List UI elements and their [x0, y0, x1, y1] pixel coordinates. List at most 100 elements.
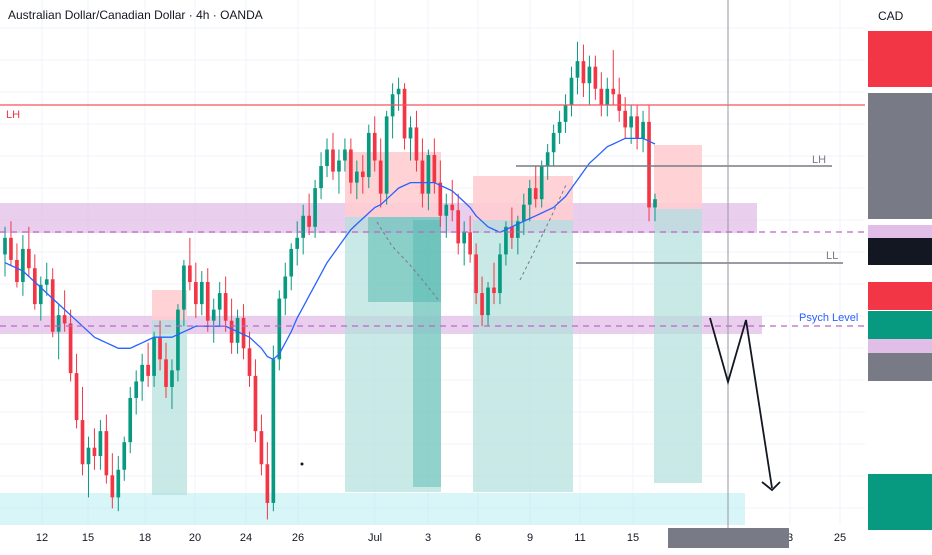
time-tick: 6 — [475, 532, 481, 544]
candle-body — [474, 254, 478, 294]
candle-body — [50, 279, 55, 332]
candle-body — [9, 237, 13, 260]
candle-body — [164, 359, 168, 387]
candle-body — [378, 160, 383, 194]
candle-body — [116, 469, 121, 498]
candle-body — [569, 77, 574, 106]
candle-body — [265, 464, 270, 503]
candle-body — [205, 282, 210, 321]
candle-body — [563, 105, 568, 122]
candles — [3, 41, 657, 520]
candle-body — [468, 232, 472, 255]
candle-body — [182, 265, 186, 310]
candle-body — [408, 127, 413, 139]
candle-body — [480, 293, 484, 316]
candle-body — [301, 215, 305, 238]
moving-average — [4, 137, 656, 361]
price-label-bg — [868, 516, 932, 530]
candle-body — [122, 442, 127, 470]
price-axis-bg — [866, 0, 932, 550]
candle-body — [259, 431, 264, 465]
candle-body — [313, 188, 317, 227]
candle-body — [551, 132, 556, 153]
time-tick: 26 — [292, 532, 304, 544]
candle-body — [38, 284, 43, 305]
candle-body — [617, 94, 622, 111]
candle-body — [32, 268, 37, 305]
candle-body — [188, 265, 192, 283]
candle-body — [86, 447, 91, 465]
price-label-bg — [868, 367, 932, 381]
candle-body — [319, 166, 323, 189]
candle-body — [325, 149, 329, 167]
candle-body — [414, 127, 419, 161]
lh-left-label: LH — [6, 109, 20, 121]
candle-body — [92, 447, 97, 456]
candle-body — [426, 155, 431, 194]
candle-body — [80, 420, 85, 465]
sl-zone — [345, 152, 441, 217]
candle-body — [74, 373, 79, 421]
candle-body — [623, 110, 628, 128]
price-label-bg — [868, 149, 932, 163]
psych-level-label: Psych Level — [799, 312, 858, 324]
candle-body — [68, 323, 73, 374]
zones — [0, 145, 762, 525]
candle-body — [360, 171, 365, 178]
candle-body — [349, 149, 353, 183]
candle-body — [110, 475, 115, 498]
time-tick: 25 — [834, 532, 846, 544]
candle-body — [635, 116, 639, 139]
candle-body — [456, 210, 461, 244]
candle-body — [599, 88, 604, 106]
price-label-bg — [868, 296, 932, 310]
price-label-bg — [868, 93, 932, 107]
price-label-bg — [868, 282, 932, 296]
sl-zone — [152, 290, 187, 320]
candle-body — [462, 232, 467, 244]
candle-body — [402, 88, 407, 139]
candle-body — [337, 160, 341, 172]
candle-body — [557, 121, 562, 133]
candle-body — [289, 248, 294, 277]
currency-label[interactable]: CAD — [878, 9, 904, 23]
candle-body — [98, 431, 103, 456]
price-label-bg — [868, 31, 932, 45]
price-label-bg — [868, 238, 932, 252]
candle-body — [641, 121, 645, 139]
candle-body — [545, 152, 550, 167]
candle-body — [355, 171, 359, 183]
candle-body — [372, 132, 377, 161]
price-label-bg — [868, 474, 932, 488]
price-label-bg — [868, 121, 932, 135]
candle-body — [134, 381, 139, 398]
candle-body — [432, 155, 437, 183]
candle-body — [539, 166, 544, 200]
candle-body — [229, 320, 234, 343]
price-label-bg — [868, 191, 932, 205]
candle-body — [343, 149, 347, 161]
candle-body — [253, 375, 258, 432]
candle-body — [575, 61, 580, 78]
price-axis[interactable] — [866, 0, 932, 550]
candle-body — [504, 226, 508, 255]
price-label-bg — [868, 73, 932, 87]
price-label-bg — [868, 225, 932, 239]
time-tick: 9 — [527, 532, 533, 544]
candle-body — [176, 309, 180, 371]
arrow-head-icon — [761, 481, 781, 492]
time-tick: 3 — [787, 532, 793, 544]
price-label-bg — [868, 325, 932, 339]
candle-body — [498, 254, 502, 294]
tp-zone — [152, 320, 187, 495]
candle-body — [331, 149, 335, 172]
candle-body — [307, 215, 311, 227]
time-axis[interactable] — [668, 528, 789, 548]
candle-body — [295, 237, 300, 249]
path-dashed — [376, 221, 441, 303]
time-tick: 18 — [139, 532, 151, 544]
candle-body — [247, 348, 252, 376]
candle-body — [211, 309, 216, 321]
